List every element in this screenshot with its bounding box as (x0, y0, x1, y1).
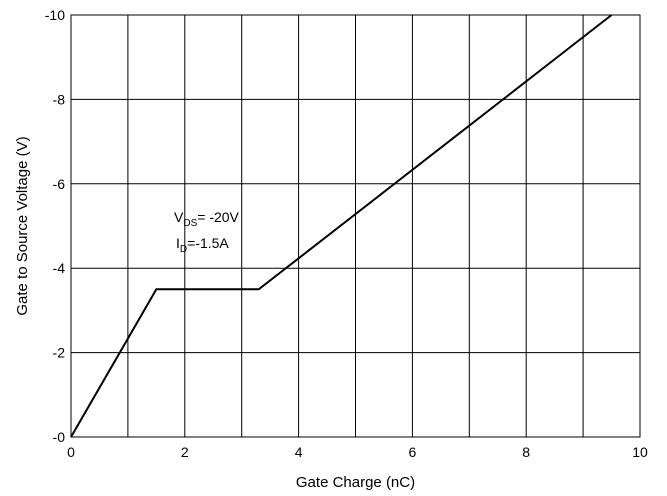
x-tick-label: 8 (522, 444, 530, 460)
annotation-id: ID=-1.5A (176, 235, 229, 255)
series-group (70, 14, 613, 438)
annotation-vds-value: = -20V (197, 209, 239, 225)
y-tick-label: -6 (53, 176, 66, 192)
grid-lines (71, 15, 640, 437)
x-tick-label: 2 (181, 444, 189, 460)
x-tick-label: 0 (67, 444, 75, 460)
y-axis-label: Gate to Source Voltage (V) (14, 136, 31, 315)
y-tick-label: -4 (53, 260, 66, 276)
x-tick-label: 4 (295, 444, 303, 460)
x-tick-labels: 0 2 4 6 8 10 (67, 444, 648, 460)
x-tick-label: 10 (632, 444, 648, 460)
plot-frame (70, 14, 641, 438)
y-tick-label: -0 (53, 429, 66, 445)
annotation-id-subscript: D (180, 244, 187, 255)
y-tick-label: -10 (45, 7, 65, 23)
annotation-id-symbol: I (176, 235, 180, 251)
x-axis-label: Gate Charge (nC) (296, 474, 415, 491)
y-tick-label: -8 (53, 91, 66, 107)
annotation-vds: VDS= -20V (174, 209, 240, 229)
annotation-vds-symbol: V (174, 209, 184, 225)
y-tick-label: -2 (53, 345, 66, 361)
series-line (70, 14, 613, 438)
annotation-vds-subscript: DS (183, 218, 197, 229)
x-tick-label: 6 (409, 444, 417, 460)
y-tick-labels: -0 -2 -4 -6 -8 -10 (45, 7, 65, 445)
annotation-id-value: =-1.5A (187, 235, 229, 251)
